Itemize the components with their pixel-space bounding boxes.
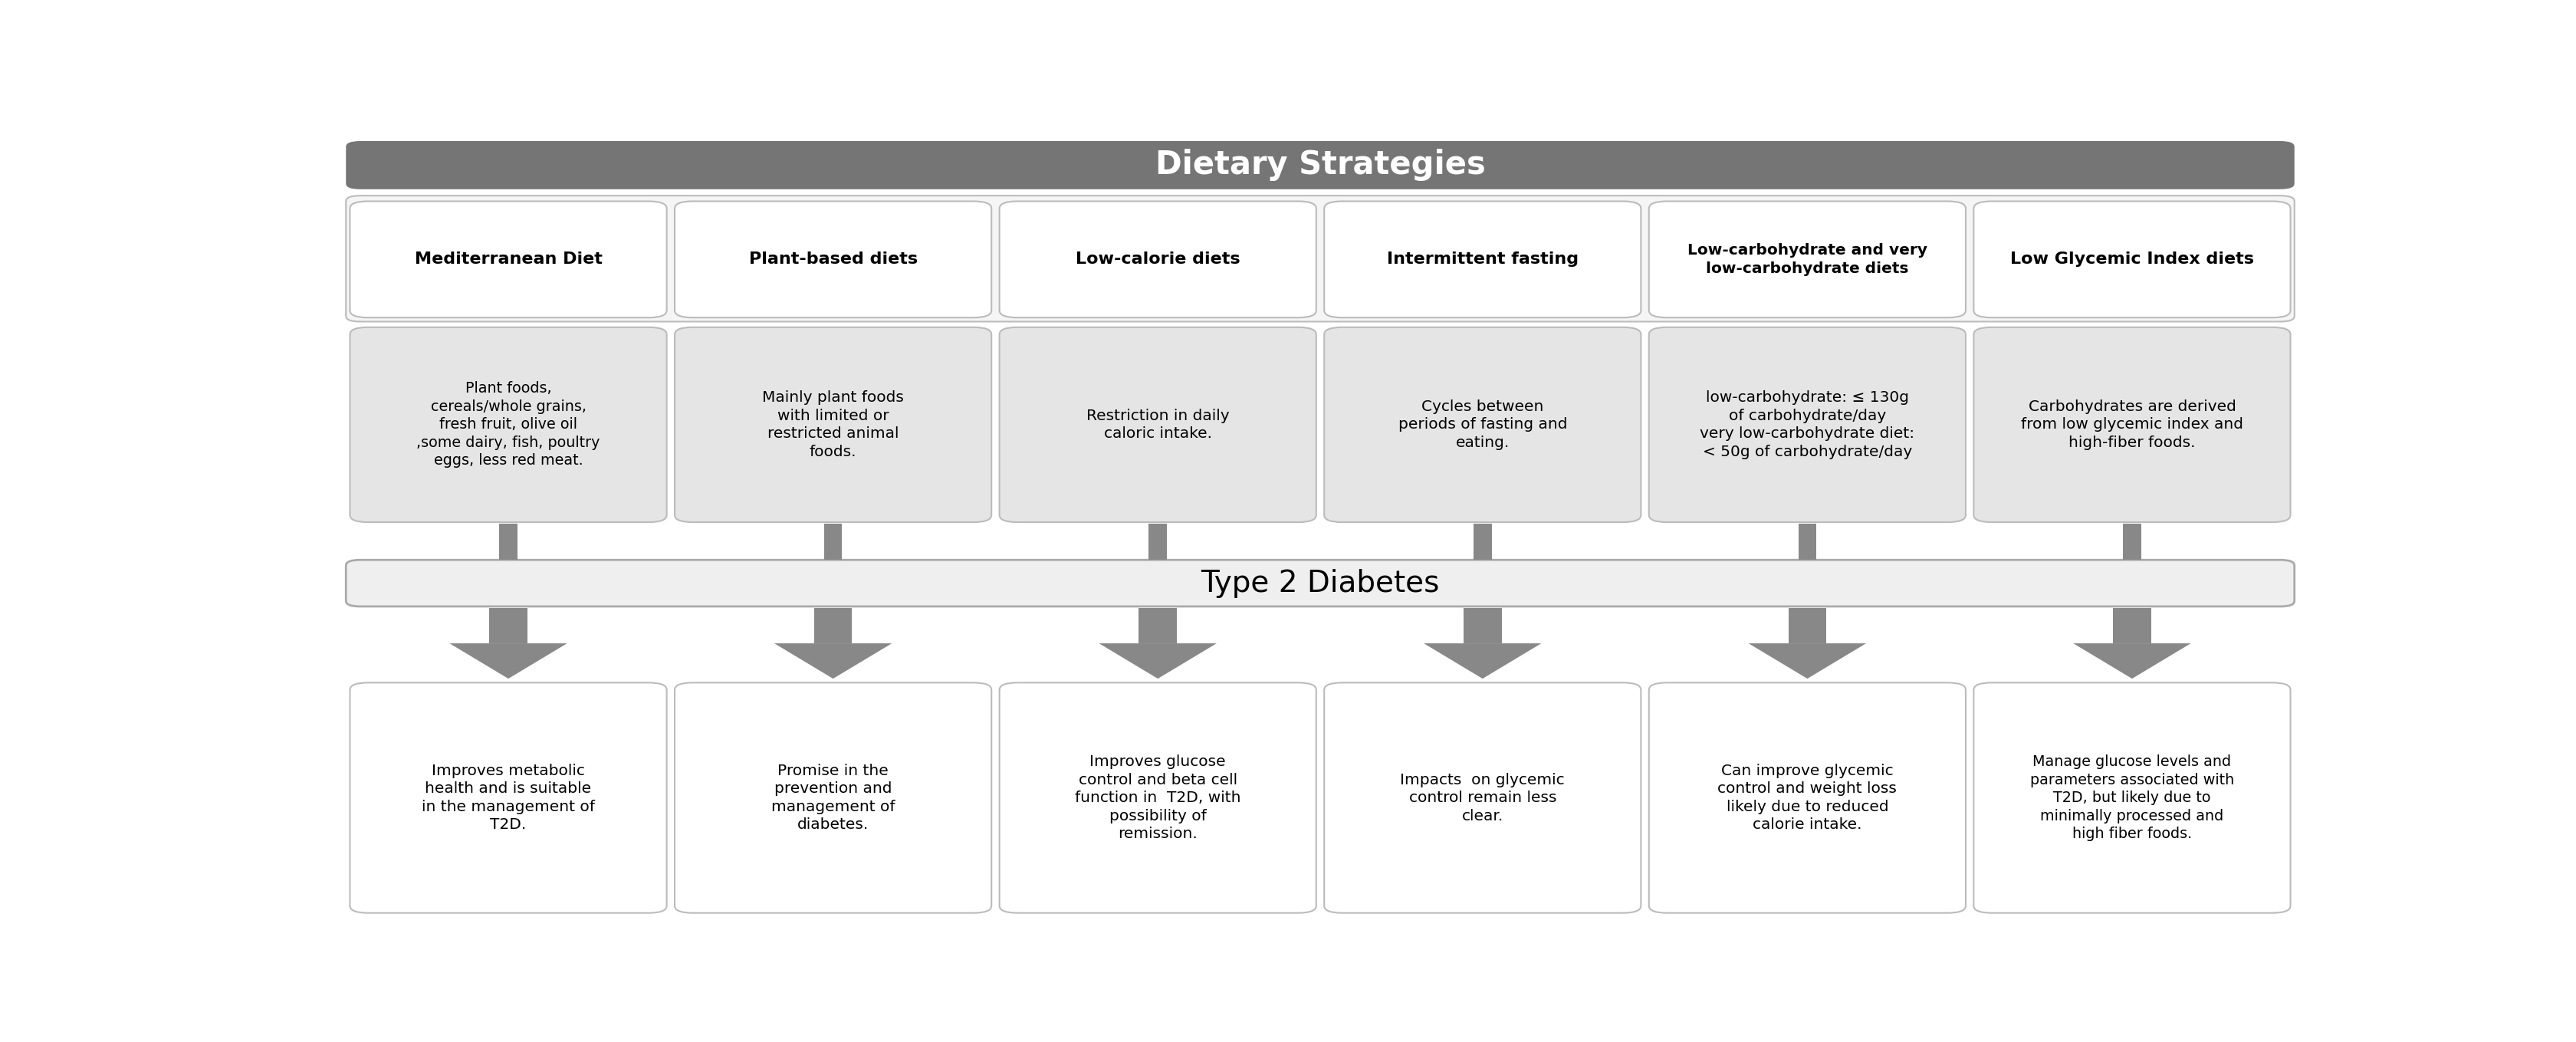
FancyBboxPatch shape	[1649, 327, 1965, 522]
Text: Improves metabolic
health and is suitable
in the management of
T2D.: Improves metabolic health and is suitabl…	[422, 764, 595, 833]
Polygon shape	[2112, 609, 2151, 643]
Text: Mediterranean Diet: Mediterranean Diet	[415, 252, 603, 267]
FancyBboxPatch shape	[1973, 683, 2290, 913]
Polygon shape	[500, 524, 518, 560]
FancyBboxPatch shape	[1973, 201, 2290, 318]
Text: Promise in the
prevention and
management of
diabetes.: Promise in the prevention and management…	[770, 764, 894, 833]
FancyBboxPatch shape	[999, 683, 1316, 913]
Text: Type 2 Diabetes: Type 2 Diabetes	[1200, 569, 1440, 598]
Text: Cycles between
periods of fasting and
eating.: Cycles between periods of fasting and ea…	[1399, 399, 1566, 450]
FancyBboxPatch shape	[350, 683, 667, 913]
Polygon shape	[2123, 524, 2141, 560]
Text: Mainly plant foods
with limited or
restricted animal
foods.: Mainly plant foods with limited or restr…	[762, 391, 904, 460]
Text: Can improve glycemic
control and weight loss
likely due to reduced
calorie intak: Can improve glycemic control and weight …	[1718, 764, 1896, 833]
FancyBboxPatch shape	[350, 327, 667, 522]
Text: low-carbohydrate: ≤ 130g
of carbohydrate/day
very low-carbohydrate diet:
< 50g o: low-carbohydrate: ≤ 130g of carbohydrate…	[1700, 391, 1914, 460]
Polygon shape	[1149, 524, 1167, 560]
Text: Carbohydrates are derived
from low glycemic index and
high-fiber foods.: Carbohydrates are derived from low glyce…	[2022, 399, 2244, 450]
Polygon shape	[1100, 643, 1216, 678]
Text: Low-calorie diets: Low-calorie diets	[1077, 252, 1239, 267]
Polygon shape	[814, 609, 853, 643]
Text: Low Glycemic Index diets: Low Glycemic Index diets	[2009, 252, 2254, 267]
FancyBboxPatch shape	[345, 141, 2295, 190]
FancyBboxPatch shape	[345, 560, 2295, 606]
FancyBboxPatch shape	[1324, 327, 1641, 522]
Polygon shape	[775, 643, 891, 678]
Polygon shape	[1788, 609, 1826, 643]
FancyBboxPatch shape	[675, 683, 992, 913]
FancyBboxPatch shape	[345, 196, 2295, 322]
FancyBboxPatch shape	[350, 201, 667, 318]
Text: Plant foods,
cereals/whole grains,
fresh fruit, olive oil
,some dairy, fish, pou: Plant foods, cereals/whole grains, fresh…	[417, 381, 600, 468]
FancyBboxPatch shape	[1973, 327, 2290, 522]
Text: Intermittent fasting: Intermittent fasting	[1386, 252, 1579, 267]
Polygon shape	[1425, 643, 1540, 678]
Text: Dietary Strategies: Dietary Strategies	[1154, 149, 1486, 181]
FancyBboxPatch shape	[675, 201, 992, 318]
Text: Restriction in daily
caloric intake.: Restriction in daily caloric intake.	[1087, 408, 1229, 441]
FancyBboxPatch shape	[999, 201, 1316, 318]
Text: Improves glucose
control and beta cell
function in  T2D, with
possibility of
rem: Improves glucose control and beta cell f…	[1074, 754, 1242, 841]
Polygon shape	[1139, 609, 1177, 643]
FancyBboxPatch shape	[1324, 683, 1641, 913]
Polygon shape	[1463, 609, 1502, 643]
Polygon shape	[824, 524, 842, 560]
Text: Impacts  on glycemic
control remain less
clear.: Impacts on glycemic control remain less …	[1401, 772, 1564, 823]
Polygon shape	[1798, 524, 1816, 560]
FancyBboxPatch shape	[1324, 201, 1641, 318]
FancyBboxPatch shape	[675, 327, 992, 522]
FancyBboxPatch shape	[1649, 201, 1965, 318]
Polygon shape	[2074, 643, 2190, 678]
Polygon shape	[489, 609, 528, 643]
Text: Plant-based diets: Plant-based diets	[750, 252, 917, 267]
Text: Low-carbohydrate and very
low-carbohydrate diets: Low-carbohydrate and very low-carbohydra…	[1687, 243, 1927, 276]
Polygon shape	[1749, 643, 1865, 678]
Polygon shape	[1473, 524, 1492, 560]
FancyBboxPatch shape	[999, 327, 1316, 522]
Text: Manage glucose levels and
parameters associated with
T2D, but likely due to
mini: Manage glucose levels and parameters ass…	[2030, 754, 2233, 841]
FancyBboxPatch shape	[1649, 683, 1965, 913]
Polygon shape	[451, 643, 567, 678]
